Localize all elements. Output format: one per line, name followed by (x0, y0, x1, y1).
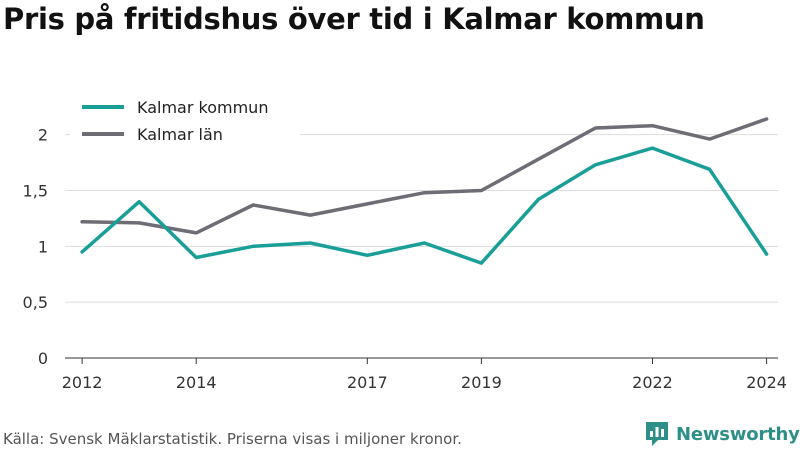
legend-label: Kalmar län (137, 125, 223, 144)
x-tick-label: 2024 (746, 373, 787, 392)
x-tick-label: 2022 (632, 373, 673, 392)
x-axis: 2012 2014 2017 2019 2022 2024 (62, 357, 787, 392)
x-tick-label: 2019 (461, 373, 502, 392)
y-tick-label: 0,5 (23, 293, 48, 312)
brand-logo[interactable]: Newsworthy (644, 420, 800, 448)
y-tick-label: 0 (38, 349, 48, 368)
grid-lines (65, 134, 778, 303)
y-tick-label: 1 (38, 237, 48, 256)
series-lines (80, 117, 769, 265)
line-chart: 0 0,5 1 1,5 2 2012 2014 2017 2019 2022 2024 Kalma… (22, 92, 787, 392)
legend: Kalmar kommun Kalmar län (70, 92, 300, 150)
chart-title: Pris på fritidshus över tid i Kalmar kom… (3, 2, 705, 36)
series-line (80, 117, 769, 235)
x-tick-label: 2012 (62, 373, 103, 392)
x-tick-label: 2017 (347, 373, 388, 392)
y-axis-ticks: 0 0,5 1 1,5 2 (23, 126, 48, 368)
y-tick-label: 2 (38, 126, 48, 145)
legend-background (70, 92, 300, 150)
bar-chart-logo-icon (646, 422, 668, 446)
x-tick-label: 2014 (176, 373, 217, 392)
source-note: Källa: Svensk Mäklarstatistik. Priserna … (3, 430, 462, 448)
brand-name: Newsworthy (676, 423, 800, 445)
legend-label: Kalmar kommun (137, 98, 268, 117)
y-tick-label: 1,5 (23, 182, 48, 201)
series-line (80, 146, 769, 265)
